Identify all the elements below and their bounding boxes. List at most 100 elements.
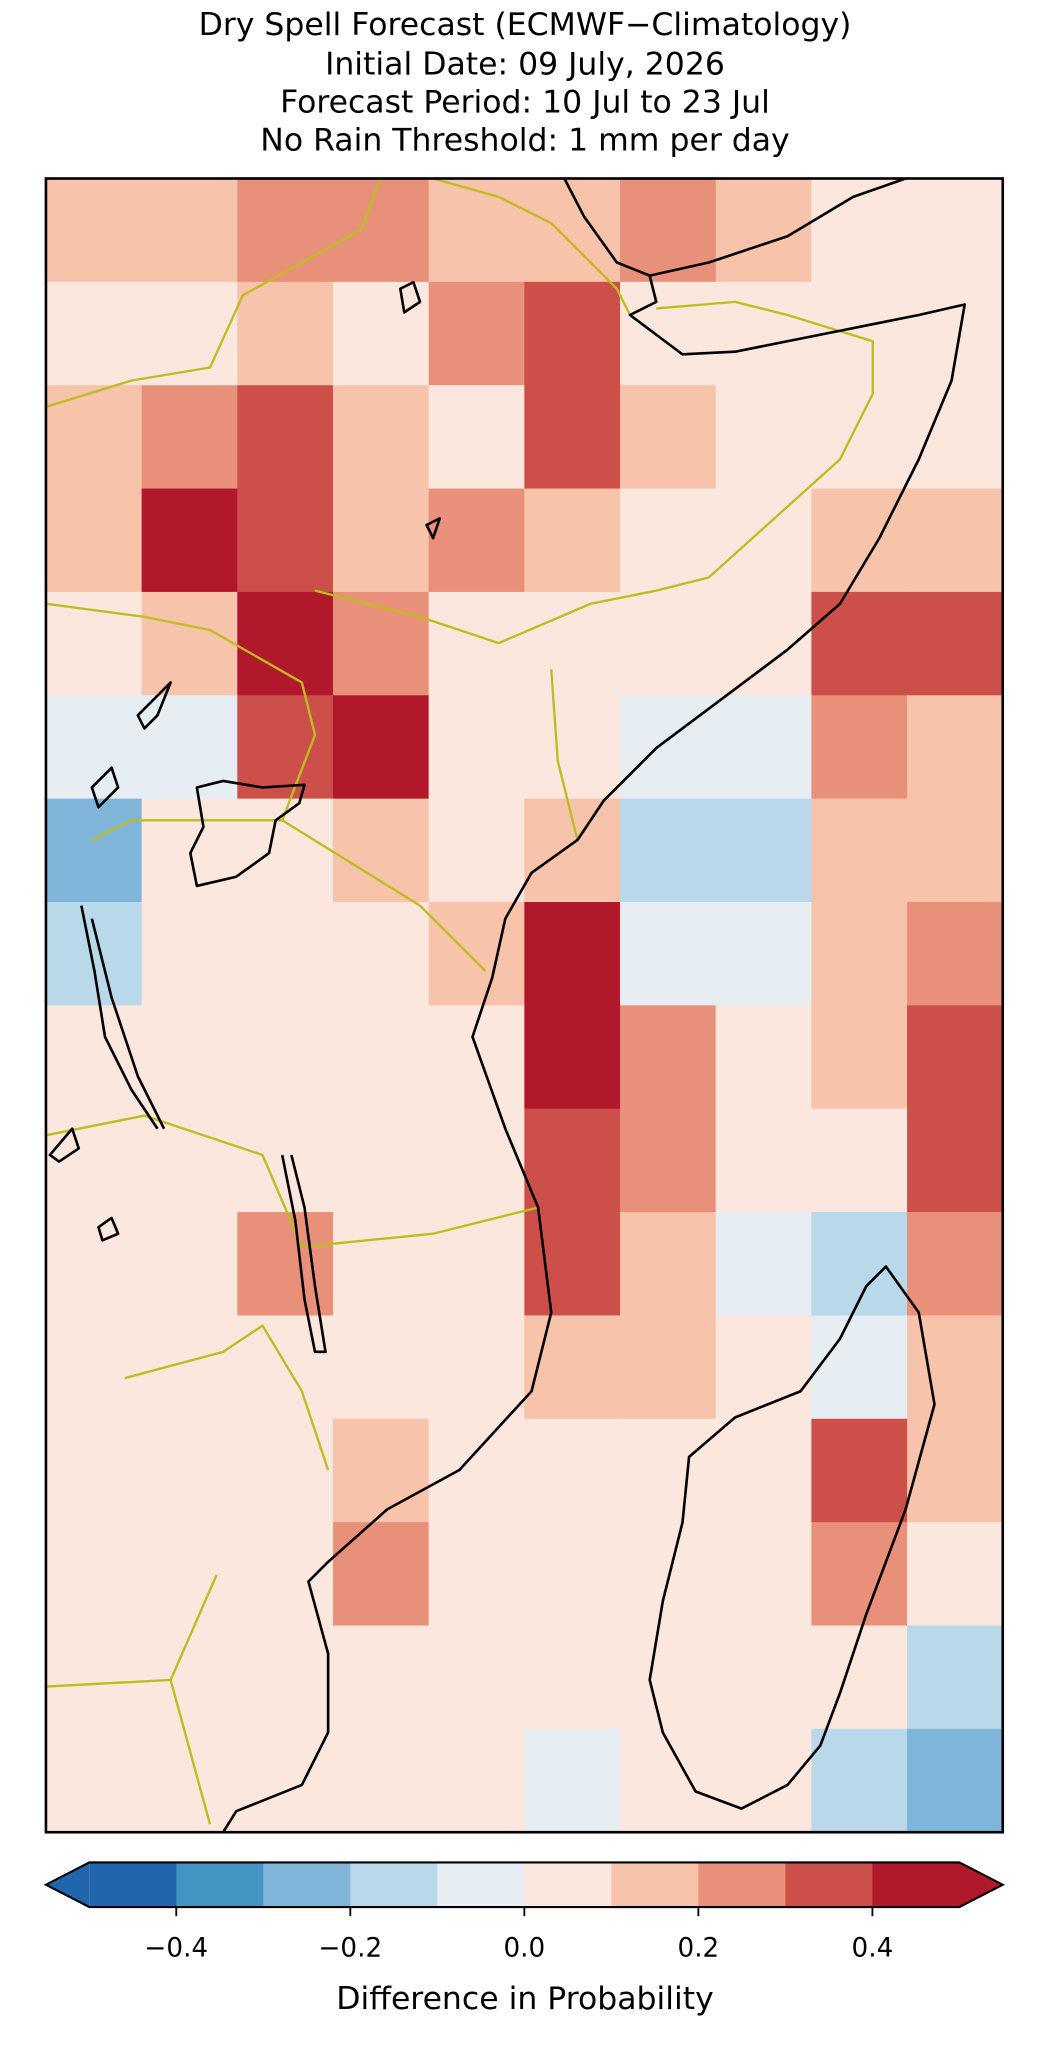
cell [811, 1315, 908, 1420]
cell [428, 1625, 525, 1730]
lake-shore [189, 779, 306, 888]
cell [715, 1212, 813, 1317]
cell [141, 1728, 238, 1833]
lake-shore [80, 905, 166, 1130]
cell [45, 178, 143, 283]
cell [45, 1005, 143, 1110]
cell [237, 178, 334, 283]
cell [620, 178, 717, 283]
cell [237, 1212, 334, 1317]
map-frame [44, 177, 1005, 1834]
cell [620, 901, 717, 1007]
cell [428, 1522, 525, 1627]
cell [811, 1522, 908, 1627]
coastline [649, 178, 907, 277]
cell [620, 385, 717, 490]
cell [141, 488, 238, 593]
cell [811, 488, 908, 593]
cell [237, 281, 334, 386]
cell [907, 695, 1004, 800]
cell [524, 1108, 621, 1213]
cell [45, 798, 143, 903]
colorbar-tick-label: 0.0 [503, 1934, 545, 1964]
cell [620, 798, 717, 903]
cell [524, 1005, 621, 1110]
country-border [314, 300, 874, 645]
cell [907, 798, 1004, 903]
cell [141, 695, 238, 800]
cell [237, 1108, 334, 1213]
cell [620, 1728, 717, 1833]
cell [524, 281, 621, 386]
colorbar-extend-max [959, 1862, 1003, 1908]
colorbar-segment [350, 1862, 438, 1908]
cell [811, 1108, 908, 1213]
cell [45, 901, 143, 1007]
title-line: No Rain Threshold: 1 mm per day [260, 123, 789, 159]
cell [811, 901, 908, 1007]
colorbar-tick-label: −0.2 [318, 1934, 382, 1964]
cell [715, 1728, 813, 1833]
cell [715, 695, 813, 800]
cell [620, 1315, 717, 1420]
cell [141, 798, 238, 903]
cell [428, 1108, 525, 1213]
cell [332, 1212, 430, 1317]
cell [524, 385, 621, 490]
colorbar: −0.4 −0.2 0.0 0.2 0.4 [43, 1861, 1006, 1964]
cell [332, 1625, 430, 1730]
cell [332, 1418, 430, 1523]
map-lines [45, 178, 966, 1833]
colorbar-segment [89, 1862, 177, 1908]
cell [428, 1212, 525, 1317]
cell [907, 1108, 1004, 1213]
cell [141, 281, 238, 386]
cell [524, 1522, 621, 1627]
cell [907, 1522, 1004, 1627]
country-border [124, 1324, 330, 1471]
cell [141, 1418, 238, 1523]
cell [715, 488, 813, 593]
cell [524, 1212, 621, 1317]
cell [907, 178, 1004, 283]
cell [811, 591, 908, 696]
cell [141, 1522, 238, 1627]
cell [715, 1005, 813, 1110]
coastline [222, 178, 966, 1833]
cell [428, 385, 525, 490]
country-border [281, 819, 487, 973]
colorbar-label: Difference in Probability [336, 1981, 713, 2017]
cell [332, 1315, 430, 1420]
title-line: Forecast Period: 10 Jul to 23 Jul [280, 85, 770, 121]
cell [524, 1625, 621, 1730]
colorbar-segment [263, 1862, 351, 1908]
cell [907, 591, 1004, 696]
cell [524, 798, 621, 903]
cell [907, 1418, 1004, 1523]
cell [45, 1522, 143, 1627]
cell [45, 281, 143, 386]
cell [45, 695, 143, 800]
cell [141, 1005, 238, 1110]
cell [907, 1625, 1004, 1730]
colorbar-segment [785, 1862, 873, 1908]
title-line: Initial Date: 09 July, 2026 [325, 47, 725, 83]
cell [332, 281, 430, 386]
cell [332, 1108, 430, 1213]
cell [524, 488, 621, 593]
cell [45, 385, 143, 490]
cell [141, 1212, 238, 1317]
cell [715, 591, 813, 696]
cell [715, 798, 813, 903]
cell [45, 1728, 143, 1833]
cell [811, 798, 908, 903]
cell [811, 1005, 908, 1110]
country-border [550, 669, 579, 841]
cell [620, 1005, 717, 1110]
colorbar-tick-label: 0.2 [678, 1934, 720, 1964]
cell [141, 901, 238, 1007]
cell [811, 1418, 908, 1523]
cell [332, 488, 430, 593]
lake-shore [280, 1154, 327, 1354]
